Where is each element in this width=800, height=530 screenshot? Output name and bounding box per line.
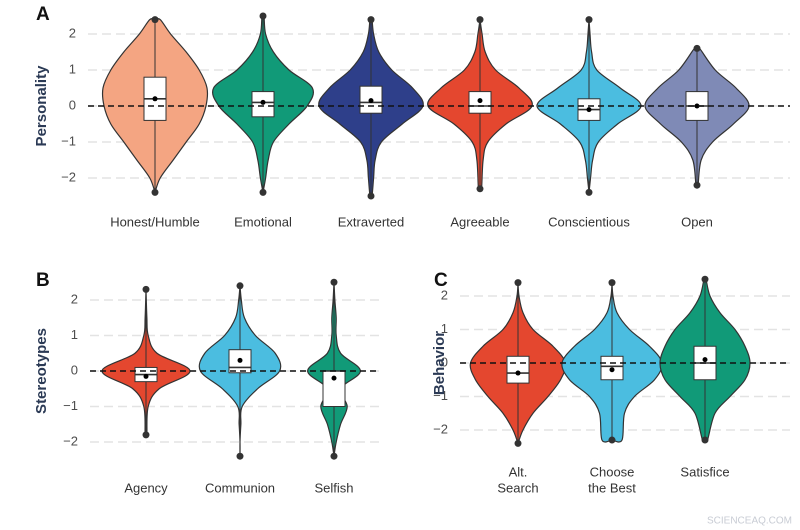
y-tick-label: −2	[61, 169, 76, 184]
y-tick-label: 0	[441, 354, 448, 369]
y-tick-label: −2	[63, 433, 78, 448]
y-tick-label: −2	[433, 421, 448, 436]
y-tick-label: −1	[63, 398, 78, 413]
y-tick-label: 2	[69, 25, 76, 40]
y-tick-label: 1	[69, 61, 76, 76]
y-axis-label: Behavior	[431, 331, 448, 395]
extreme-point	[585, 16, 593, 24]
x-tick-label: Communion	[205, 480, 275, 495]
extreme-point	[142, 431, 150, 439]
x-tick-label: the Best	[588, 480, 636, 495]
y-tick-label: 1	[71, 327, 78, 342]
extreme-point	[236, 282, 244, 290]
mean	[260, 99, 266, 105]
extreme-point	[693, 181, 701, 189]
x-tick-label: Emotional	[234, 214, 292, 229]
x-tick-label: Choose	[590, 464, 635, 479]
watermark: SCIENCEAQ.COM	[707, 516, 792, 527]
mean	[368, 98, 374, 104]
mean	[702, 357, 708, 363]
mean	[237, 357, 243, 363]
extreme-point	[608, 436, 616, 444]
extreme-point	[151, 16, 159, 24]
extreme-point	[142, 285, 150, 293]
x-tick-label: Agency	[124, 480, 168, 495]
y-tick-label: 0	[69, 97, 76, 112]
y-axis-label: Stereotypes	[33, 328, 50, 414]
mean	[515, 370, 521, 376]
x-tick-label: Conscientious	[548, 214, 630, 229]
x-tick-label: Open	[681, 214, 713, 229]
x-tick-label: Extraverted	[338, 214, 404, 229]
mean	[694, 103, 700, 109]
mean	[331, 375, 337, 381]
panel-label: B	[36, 270, 50, 291]
x-tick-label: Alt.	[509, 464, 528, 479]
extreme-point	[701, 436, 709, 444]
panel-label: C	[434, 270, 448, 291]
x-tick-label: Search	[497, 480, 538, 495]
extreme-point	[701, 275, 709, 283]
y-axis-label: Personality	[33, 65, 50, 147]
mean	[143, 373, 149, 379]
x-tick-label: Agreeable	[450, 214, 509, 229]
y-tick-label: −1	[61, 133, 76, 148]
extreme-point	[476, 185, 484, 193]
extreme-point	[259, 12, 267, 20]
extreme-point	[151, 188, 159, 196]
extreme-point	[330, 278, 338, 286]
extreme-point	[330, 452, 338, 460]
mean	[586, 107, 592, 113]
y-tick-label: 2	[71, 291, 78, 306]
x-tick-label: Selfish	[314, 480, 353, 495]
x-tick-label: Honest/Humble	[110, 214, 200, 229]
y-tick-label: 1	[441, 321, 448, 336]
extreme-point	[585, 188, 593, 196]
mean	[152, 96, 158, 102]
y-tick-label: −1	[433, 388, 448, 403]
panel-label: A	[36, 4, 50, 25]
extreme-point	[236, 452, 244, 460]
extreme-point	[608, 279, 616, 287]
mean	[609, 367, 615, 373]
extreme-point	[693, 44, 701, 52]
y-tick-label: 0	[71, 362, 78, 377]
mean	[477, 98, 483, 104]
x-tick-label: Satisfice	[680, 464, 729, 479]
extreme-point	[259, 188, 267, 196]
extreme-point	[476, 16, 484, 24]
extreme-point	[367, 16, 375, 24]
box	[506, 355, 530, 384]
extreme-point	[367, 192, 375, 200]
extreme-point	[514, 439, 522, 447]
y-tick-label: 2	[441, 287, 448, 302]
extreme-point	[514, 279, 522, 287]
